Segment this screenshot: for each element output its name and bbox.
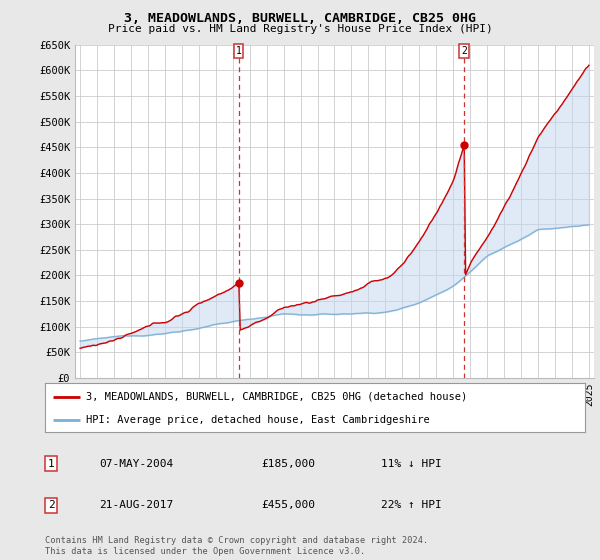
Text: 21-AUG-2017: 21-AUG-2017	[99, 500, 173, 510]
Text: 3, MEADOWLANDS, BURWELL, CAMBRIDGE, CB25 0HG (detached house): 3, MEADOWLANDS, BURWELL, CAMBRIDGE, CB25…	[86, 392, 467, 402]
Text: 2: 2	[47, 500, 55, 510]
Text: Price paid vs. HM Land Registry's House Price Index (HPI): Price paid vs. HM Land Registry's House …	[107, 24, 493, 34]
Text: 1: 1	[47, 459, 55, 469]
Text: 2: 2	[461, 46, 467, 56]
Text: £455,000: £455,000	[261, 500, 315, 510]
Text: £185,000: £185,000	[261, 459, 315, 469]
Text: 1: 1	[236, 46, 242, 56]
Text: 07-MAY-2004: 07-MAY-2004	[99, 459, 173, 469]
Text: 3, MEADOWLANDS, BURWELL, CAMBRIDGE, CB25 0HG: 3, MEADOWLANDS, BURWELL, CAMBRIDGE, CB25…	[124, 12, 476, 25]
Text: Contains HM Land Registry data © Crown copyright and database right 2024.
This d: Contains HM Land Registry data © Crown c…	[45, 536, 428, 556]
Text: 11% ↓ HPI: 11% ↓ HPI	[381, 459, 442, 469]
Text: HPI: Average price, detached house, East Cambridgeshire: HPI: Average price, detached house, East…	[86, 415, 429, 425]
Text: 22% ↑ HPI: 22% ↑ HPI	[381, 500, 442, 510]
